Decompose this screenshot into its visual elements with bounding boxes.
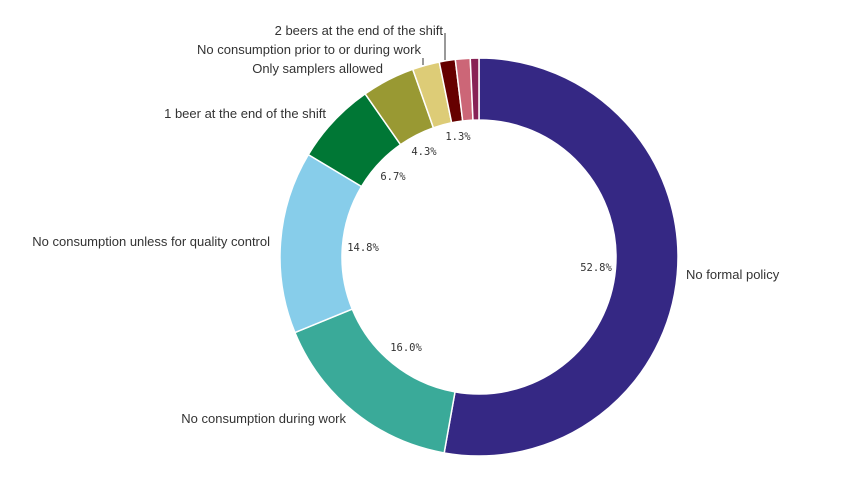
slice-no-consumption-during-work: [293, 308, 456, 454]
category-label-2-beers-at-the-end-of-the-shift: 2 beers at the end of the shift: [275, 23, 444, 38]
slice-no-formal-policy: [443, 57, 679, 457]
category-label-no-consumption-during-work: No consumption during work: [181, 411, 346, 426]
category-label-no-consumption-prior-to-or-during-work: No consumption prior to or during work: [197, 42, 421, 57]
category-label-no-formal-policy: No formal policy: [686, 267, 780, 282]
category-label-1-beer-at-the-end-of-the-shift: 1 beer at the end of the shift: [164, 106, 326, 121]
chart-slices: [279, 57, 679, 457]
percent-labels: 52.8% 16.0% 14.8% 6.7% 4.3% 1.3%: [347, 131, 612, 354]
percent-label-1-beer-at-the-end-of-the-shift: 6.7%: [380, 171, 406, 183]
percent-label-2-beers-at-the-end-of-the-shift: 1.3%: [445, 131, 471, 143]
slice-slice-8: [469, 57, 480, 121]
category-label-no-consumption-unless-for-quality-control: No consumption unless for quality contro…: [32, 234, 270, 249]
percent-label-no-formal-policy: 52.8%: [580, 262, 612, 274]
category-label-only-samplers-allowed: Only samplers allowed: [252, 61, 383, 76]
percent-label-no-consumption-unless-for-quality-control: 14.8%: [347, 242, 379, 254]
category-labels: No formal policy No consumption during wo…: [32, 23, 779, 426]
percent-label-only-samplers-allowed: 4.3%: [411, 146, 437, 158]
percent-label-no-consumption-during-work: 16.0%: [390, 342, 422, 354]
